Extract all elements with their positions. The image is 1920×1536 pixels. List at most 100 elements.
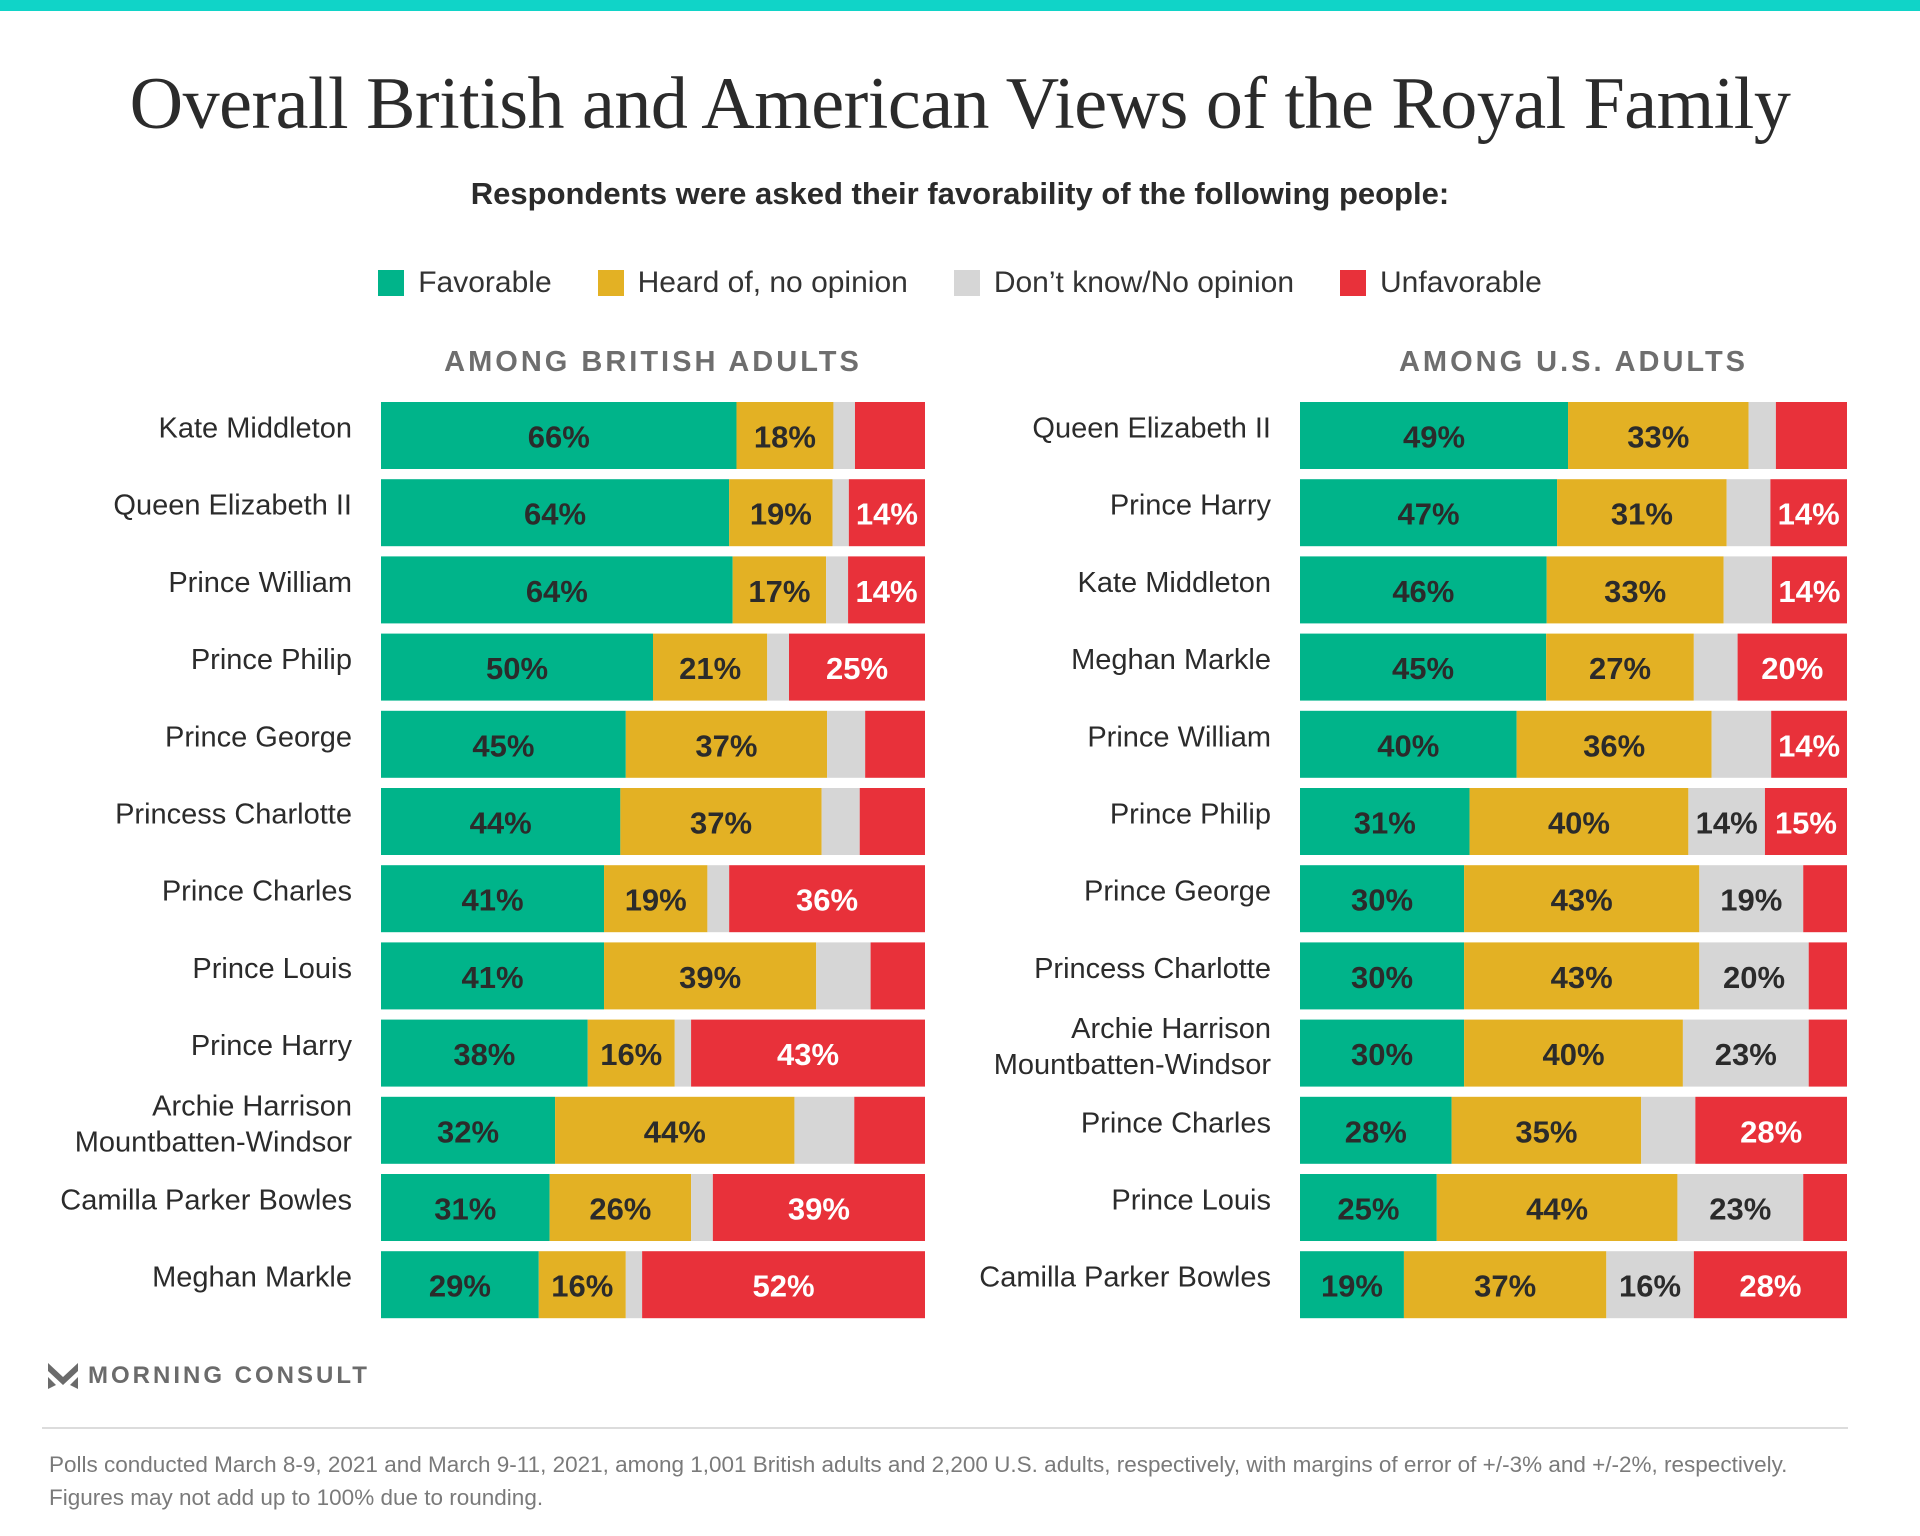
bar-segment-heard-of [604,942,817,1010]
bar-row: Princess Charlotte 30% 43% 20% [1034,942,1847,1010]
category-label: Prince William [168,567,352,599]
top-accent-bar [0,0,1920,11]
data-label: 39% [788,1192,850,1227]
bar-segment-dont-know [707,865,730,933]
category-label: Meghan Markle [152,1262,352,1294]
bar-segment-unfavorable [854,402,925,469]
bar-segment-unfavorable [1695,1096,1847,1164]
category-label: Prince Philip [191,644,352,676]
data-label: 43% [1551,960,1613,995]
bar-row: Archie Harrison Mountbatten-Windsor 32% 44% [75,1090,925,1164]
data-label: 44% [1526,1192,1588,1227]
bar-row: Prince William 64% 17% 14% [168,556,925,624]
panel-title-us: AMONG U.S. ADULTS [1398,346,1749,378]
bar-segment-unfavorable [691,1019,925,1087]
bar-row: Prince Louis 41% 39% [192,942,925,1010]
bar-segment-unfavorable [789,633,925,701]
bar-segment-unfavorable [870,942,925,1010]
category-label: Prince Louis [1111,1185,1271,1217]
category-label: Queen Elizabeth II [113,490,352,522]
bar-segment-heard-of [729,479,833,547]
bar-segment-favorable [1300,556,1547,624]
category-label: Camilla Parker Bowles [979,1262,1271,1294]
data-label: 19% [625,883,687,918]
bar-segment-favorable [381,1251,539,1319]
bar-segment-heard-of [1464,865,1700,933]
bar-segment-heard-of [1403,1251,1607,1319]
data-label: 37% [695,728,757,763]
data-label: 16% [551,1269,613,1304]
data-label: 44% [470,806,532,841]
bar-segment-dont-know [833,402,855,469]
bar-segment-favorable [1300,1096,1452,1164]
bar-row: Meghan Markle 29% 16% 52% [152,1251,925,1319]
bar-row: Princess Charlotte 44% 37% [115,788,925,855]
data-label: 17% [748,574,810,609]
bar-segment-dont-know [1688,788,1765,855]
legend-label: Favorable [418,266,552,299]
data-label: 41% [461,960,523,995]
bar-segment-unfavorable [1693,1251,1847,1319]
bar-segment-heard-of [1451,1096,1642,1164]
data-label: 31% [1611,497,1673,532]
bar-segment-unfavorable [854,1096,925,1164]
bar-row: Prince William 40% 36% 14% [1087,710,1847,778]
morning-consult-logo-icon [48,1363,78,1389]
bar-row: Prince George 30% 43% 19% [1084,865,1847,933]
category-label: Camilla Parker Bowles [60,1185,352,1217]
data-label: 40% [1377,728,1439,763]
data-label: 66% [528,420,590,455]
legend-swatch-dont-know [953,270,980,296]
data-label: 33% [1627,420,1689,455]
data-label: 47% [1398,497,1460,532]
data-label: 33% [1604,574,1666,609]
bar-row: Prince Harry 47% 31% 14% [1110,479,1847,547]
data-label: 19% [1720,883,1782,918]
bar-segment-unfavorable [1764,788,1847,855]
data-label: 46% [1392,574,1454,609]
data-label: 14% [1778,728,1840,763]
methodology-note: Polls conducted March 8-9, 2021 and Marc… [49,1452,1788,1510]
bar-segment-heard-of [1436,1174,1678,1241]
category-label: Meghan Markle [1071,644,1271,676]
bar-segment-heard-of [604,865,708,933]
bar-segment-dont-know [826,556,849,624]
footer-divider [42,1427,1848,1429]
bar-segment-unfavorable [729,865,925,933]
bar-row: Prince Philip 50% 21% 25% [191,633,925,701]
bar-segment-favorable [381,633,653,701]
bar-segment-dont-know [674,1019,692,1087]
data-label: 20% [1761,651,1823,686]
data-label: 36% [796,883,858,918]
data-label: 26% [589,1192,651,1227]
data-label: 45% [1392,651,1454,686]
bar-row: Kate Middleton 46% 33% 14% [1078,556,1847,624]
bar-segment-heard-of [1568,402,1749,469]
bar-segment-dont-know [1693,633,1738,701]
bar-segment-heard-of [1469,788,1689,855]
bar-segment-dont-know [691,1174,713,1241]
bar-segment-dont-know [1677,1174,1804,1241]
bar-segment-unfavorable [1808,1019,1847,1087]
data-label: 15% [1775,806,1837,841]
chart-subtitle: Respondents were asked their favorabilit… [470,176,1450,211]
bar-segment-heard-of [1557,479,1727,547]
data-label: 30% [1351,960,1413,995]
bar-segment-favorable [381,788,621,855]
bar-segment-heard-of [587,1019,675,1087]
category-label: Prince William [1087,721,1271,753]
data-label: 50% [486,651,548,686]
data-label: 25% [826,651,888,686]
bar-segment-heard-of [732,556,827,624]
category-label: Prince Harry [191,1030,353,1062]
bar-segment-favorable [381,1019,588,1087]
legend-label: Don’t know/No opinion [993,266,1295,299]
data-label: 49% [1403,420,1465,455]
data-label: 14% [1696,806,1758,841]
data-label: 30% [1351,883,1413,918]
bar-segment-unfavorable [712,1174,925,1241]
bar-segment-heard-of [653,633,768,701]
bar-segment-dont-know [1606,1251,1694,1319]
legend-swatch-unfavorable [1340,270,1367,296]
brand-logo: MORNING CONSULT [48,1362,370,1390]
